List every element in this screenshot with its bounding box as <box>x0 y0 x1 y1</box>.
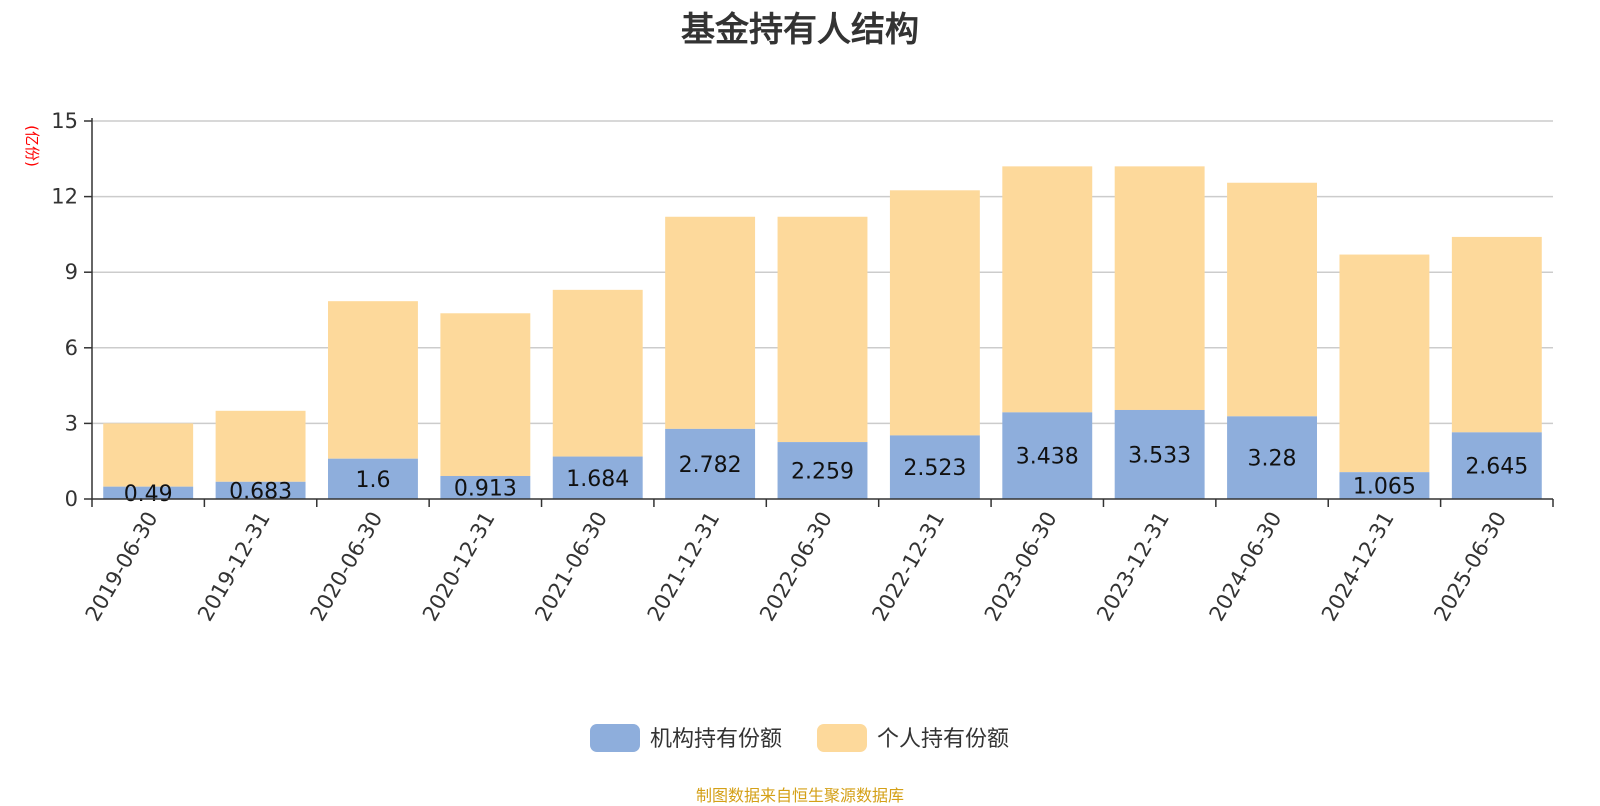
bar-individual <box>777 216 868 443</box>
legend: 机构持有份额 个人持有份额 <box>590 724 1009 752</box>
bar-institutional <box>1451 432 1542 499</box>
bar-institutional <box>1114 409 1205 499</box>
bar-individual <box>215 410 306 482</box>
x-tick-label: 2022-06-30 <box>755 508 837 626</box>
bar-individual <box>1227 182 1317 417</box>
legend-swatch <box>817 724 867 752</box>
y-axis-unit-label: (亿份) <box>23 125 41 167</box>
x-tick-label: 2020-12-31 <box>418 508 500 626</box>
x-tick-label: 2019-06-30 <box>81 508 163 626</box>
x-tick-label: 2020-06-30 <box>305 508 387 626</box>
bar-value-label: 2.523 <box>903 456 966 481</box>
bar-value-label: 0.913 <box>454 476 517 501</box>
bar-individual <box>440 313 531 476</box>
bar-institutional <box>1339 472 1430 499</box>
y-tick-label: 3 <box>65 411 78 435</box>
bar-institutional <box>440 475 531 499</box>
bar-institutional <box>552 456 643 499</box>
bar-institutional <box>1227 416 1317 499</box>
bar-individual <box>552 289 643 457</box>
bar-individual <box>889 190 980 436</box>
bar-value-label: 2.782 <box>679 453 742 478</box>
bar-institutional <box>103 486 194 499</box>
bar-institutional <box>665 428 756 499</box>
bar-value-label: 3.438 <box>1016 445 1079 470</box>
x-tick-label: 2021-12-31 <box>643 508 725 626</box>
y-tick-label: 9 <box>65 260 78 284</box>
legend-label: 个人持有份额 <box>877 727 1009 752</box>
bar-individual <box>1451 236 1542 433</box>
bar-value-label: 2.645 <box>1465 455 1528 480</box>
chart-title: 基金持有人结构 <box>681 10 919 50</box>
y-tick-label: 0 <box>65 487 78 511</box>
x-tick-label: 2022-12-31 <box>867 508 949 626</box>
bar-value-label: 0.49 <box>124 482 173 507</box>
bar-value-label: 0.683 <box>229 479 292 504</box>
bar-individual <box>665 216 756 429</box>
bar-institutional <box>1002 412 1093 499</box>
data-source-note: 制图数据来自恒生聚源数据库 <box>695 786 904 805</box>
bar-institutional <box>777 442 868 499</box>
x-tick-label: 2019-12-31 <box>193 508 275 626</box>
bar-individual <box>1339 254 1430 473</box>
x-tick-label: 2023-12-31 <box>1092 508 1174 626</box>
bar-institutional <box>328 458 418 499</box>
legend-swatch <box>590 724 640 752</box>
x-tick-label: 2025-06-30 <box>1429 508 1511 626</box>
bar-institutional <box>215 481 306 499</box>
x-tick-label: 2023-06-30 <box>980 508 1062 626</box>
bar-individual <box>1114 166 1205 410</box>
bar-value-label: 2.259 <box>791 460 854 485</box>
bar-individual <box>328 301 418 459</box>
bar-value-label: 1.6 <box>355 468 390 493</box>
legend-label: 机构持有份额 <box>650 727 782 752</box>
y-tick-label: 12 <box>51 185 78 209</box>
bar-institutional <box>889 435 980 499</box>
x-tick-label: 2021-06-30 <box>530 508 612 626</box>
bars: 0.49 0.683 1.6 0.913 1.684 2.782 2.259 2.523 3.4… <box>103 166 1542 507</box>
bar-value-label: 1.684 <box>566 467 629 492</box>
y-tick-label: 6 <box>65 336 78 360</box>
x-tick-label: 2024-06-30 <box>1205 508 1287 626</box>
y-tick-label: 15 <box>51 109 78 133</box>
bar-individual <box>1002 166 1093 413</box>
bar-individual <box>103 423 194 487</box>
bar-value-label: 3.533 <box>1128 443 1191 468</box>
x-tick-label: 2024-12-31 <box>1317 508 1399 626</box>
bar-value-label: 1.065 <box>1353 475 1416 500</box>
bar-value-label: 3.28 <box>1248 447 1297 472</box>
